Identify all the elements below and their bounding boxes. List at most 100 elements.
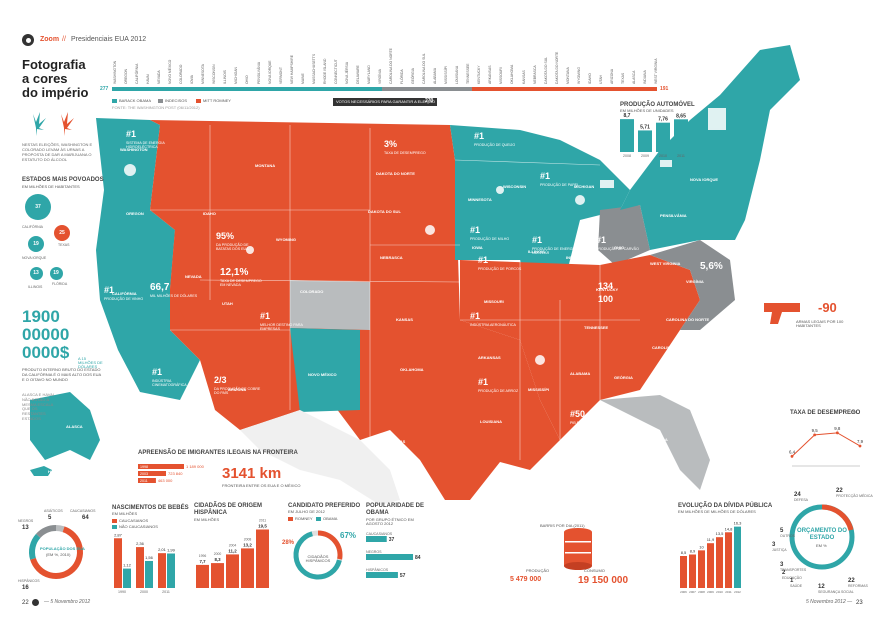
state-bubble-name: ILLINOIS	[28, 285, 43, 289]
map-state-label: MISSISSÍPI	[528, 387, 550, 392]
candidate-legend-romney: ROMNEY	[295, 516, 313, 521]
hispanic-bar	[226, 554, 239, 588]
border-length: 3141 km	[222, 465, 282, 482]
debt-bar	[689, 554, 696, 588]
state-bubble-name: NOVA IORQUE	[22, 256, 47, 260]
fact-number: 5,6%	[700, 261, 723, 272]
fact-text: PRODUÇÃO DE PAPEL	[540, 183, 580, 187]
hispanic-value: 19,5	[258, 524, 267, 529]
car-year-label: 2009	[641, 154, 649, 158]
map-west-coast	[96, 118, 200, 400]
gun-caption: ARMAS LEGAIS POR 100 HABITANTES	[796, 319, 844, 328]
fact-number: 66,7	[150, 282, 170, 293]
legend-swatch-romney	[196, 99, 201, 103]
immig-bar	[138, 471, 167, 476]
map-ohio	[598, 205, 650, 265]
immig-bar	[138, 478, 156, 483]
electoral-bar-romney	[472, 87, 657, 91]
budget-value: 12	[818, 584, 825, 590]
debt-year: 2011	[725, 590, 732, 594]
map-state-label: ILLINOIS	[528, 249, 545, 254]
logo-inner-icon	[26, 38, 31, 43]
unemployment-subtitle: (%)	[851, 409, 858, 414]
car-bar-label: 8,65	[676, 113, 686, 119]
candidate-legend-swatch-obama	[316, 517, 321, 521]
obama-bar	[366, 536, 387, 542]
map-state-label: ARKANSAS	[478, 355, 501, 360]
map-state-label: WISCONSIN	[503, 184, 527, 189]
zoom-separator: //	[62, 36, 66, 43]
map-state-label: MICHIGAN	[574, 184, 595, 189]
hispanic-year: 1996	[199, 554, 207, 558]
budget-label: PROTECÇÃO MÉDICA	[836, 494, 873, 498]
border-caption: FRONTEIRA ENTRE OS EUA E O MÉXICO	[222, 483, 301, 488]
obama-pop-title: POPULARIDADE DE OBAMA	[366, 503, 425, 516]
fact-number: 95%	[216, 231, 235, 241]
map-state-label: GEÓRGIA	[614, 375, 633, 380]
map-state-label: HAVAI	[48, 469, 60, 474]
births-bar-a	[136, 547, 144, 588]
state-bubble-value: 37	[35, 204, 41, 210]
oil-production: 5 479 000	[510, 576, 542, 583]
fact-number: #1	[470, 225, 481, 235]
fact-text: PRODUÇÃO DE ENERGIA NUCLEAR	[532, 247, 576, 256]
obama-group-label: CAUCASIANOS	[366, 532, 393, 536]
map-state-label: LOUISIANA	[480, 419, 502, 424]
car-year-label: 2011	[677, 154, 685, 158]
fact-text: INDÚSTRIA CINEMATOGRÁFICA	[152, 379, 187, 388]
pop-donut-segment	[55, 525, 65, 533]
unemployment-title: TAXA DE DESEMPREGO	[790, 410, 861, 416]
fact-text: MELHOR DESTINO PARA EMPRESAS	[260, 323, 303, 332]
pop-donut-segment	[36, 525, 57, 539]
state-bubble	[25, 194, 51, 220]
fact-number: #50	[570, 409, 586, 419]
budget-value: 3	[780, 562, 784, 568]
births-title: NASCIMENTOS DE BEBÉS	[112, 505, 189, 511]
budget-value: 1	[790, 578, 794, 584]
map-state-label: DAKOTA DO NORTE	[376, 171, 415, 176]
unemp-point	[790, 454, 794, 458]
pop-donut-label: ASIÁTICOS	[44, 509, 63, 513]
fact-number: 134	[598, 281, 614, 291]
debt-title: EVOLUÇÃO DA DÍVIDA PÚBLICA	[678, 503, 773, 509]
hispanic-value: 13,2	[243, 542, 252, 547]
immig-bar	[138, 464, 184, 469]
fact-text: INDÚSTRIA AERONÁUTICA	[470, 323, 516, 327]
debt-bar	[680, 556, 687, 588]
map-mexico	[240, 410, 400, 505]
births-bar-a	[158, 553, 166, 588]
obama-group-label: NEGROS	[366, 550, 382, 554]
budget-value: 24	[794, 492, 801, 498]
births-label-a: 2,87	[114, 532, 123, 537]
map-state-label: WYOMING	[276, 237, 296, 242]
immig-value: 723 840	[168, 471, 183, 476]
budget-label: DEFESA	[794, 498, 809, 502]
legend-swatch-undecided	[158, 99, 163, 103]
obama-group-label: HISPÂNICOS	[366, 568, 389, 572]
births-bar-b	[145, 560, 153, 588]
section-title: Presidenciais EUA 2012	[71, 36, 147, 43]
candidate-legend-obama: OBAMA	[323, 516, 338, 521]
car-bar-label: 8,7	[624, 113, 631, 119]
fact-text: PRODUÇÃO DE VINHO	[104, 297, 144, 301]
car-subtitle: EM MILHÕES DE UNIDADES	[620, 108, 674, 113]
threshold-value: 270	[425, 98, 434, 104]
map-hawaii	[30, 466, 52, 476]
map-state-label: OREGON	[126, 211, 144, 216]
map-state-label: IOWA	[472, 245, 483, 250]
state-bubble-value: 19	[53, 270, 59, 276]
map-northeast	[620, 45, 800, 250]
fact-number: #1	[532, 235, 543, 245]
pop-donut-label: NEGROS	[18, 519, 34, 523]
births-legend-b: NÃO CAUCASIANOS	[119, 524, 158, 529]
fact-text: DA PRODUÇÃO DE COBRE DO PAÍS	[214, 387, 261, 396]
births-bar-a	[114, 538, 122, 588]
hispanic-subtitle: EM MILHÕES	[194, 517, 220, 522]
fact-number: #1	[152, 367, 163, 377]
births-label-b: 1,12	[123, 563, 132, 568]
